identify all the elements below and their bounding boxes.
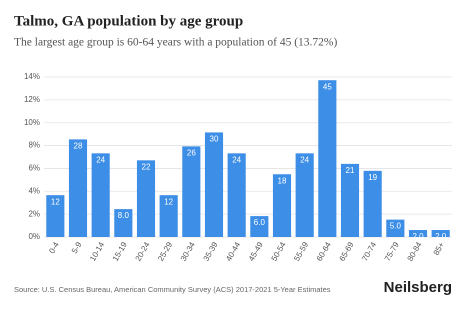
y-tick-label: 10% <box>24 118 40 127</box>
y-tick-label: 2% <box>28 209 40 218</box>
data-label: 30 <box>210 135 219 144</box>
data-label: 26 <box>187 148 196 157</box>
chart-subtitle: The largest age group is 60-64 years wit… <box>14 37 337 49</box>
bar <box>295 153 314 237</box>
source: Source: U.S. Census Bureau, American Com… <box>14 285 331 294</box>
y-tick-label: 14% <box>24 72 40 81</box>
data-label: 24 <box>96 155 105 164</box>
x-tick-label: 40-44 <box>224 240 242 263</box>
x-tick-label: 25-29 <box>156 240 174 263</box>
data-label: 18 <box>278 176 287 185</box>
x-tick-label: 10-14 <box>88 240 106 263</box>
bar <box>159 195 178 237</box>
bar <box>68 139 88 237</box>
bar <box>340 163 360 237</box>
bar <box>91 153 110 237</box>
data-label: 2.0 <box>412 232 424 241</box>
data-label: 8.0 <box>118 211 130 220</box>
x-tick-label: 70-74 <box>360 240 378 263</box>
data-label: 12 <box>51 197 60 206</box>
x-tick-label: 0-4 <box>47 240 61 255</box>
data-label: 45 <box>323 82 332 91</box>
bar <box>250 216 269 237</box>
data-label: 5.0 <box>390 222 402 231</box>
x-tick-label: 5-9 <box>70 240 84 255</box>
y-tick-label: 0% <box>28 232 40 241</box>
x-tick-label: 50-54 <box>270 240 288 263</box>
x-tick-label: 55-59 <box>292 240 310 263</box>
x-tick-label: 45-49 <box>247 240 265 263</box>
y-tick-label: 6% <box>28 164 40 173</box>
data-label: 6.0 <box>254 218 266 227</box>
x-tick-label: 15-19 <box>111 240 129 263</box>
brand: Neilsberg <box>384 279 452 296</box>
y-tick-label: 8% <box>28 141 40 150</box>
data-label: 22 <box>142 162 151 171</box>
bar <box>46 195 65 237</box>
bar <box>386 219 405 237</box>
bar <box>182 146 201 237</box>
data-label: 2.0 <box>435 232 447 241</box>
bar <box>408 230 428 237</box>
bar <box>318 80 337 237</box>
bar <box>431 230 450 237</box>
data-label: 12 <box>164 197 173 206</box>
x-tick-label: 80-84 <box>406 240 424 263</box>
x-tick-label: 65-69 <box>338 240 356 263</box>
bar <box>114 209 133 237</box>
y-tick-label: 12% <box>24 95 40 104</box>
x-tick-label: 85+ <box>432 240 447 257</box>
bar <box>363 170 382 237</box>
data-label: 24 <box>300 155 309 164</box>
x-tick-label: 20-24 <box>134 240 152 263</box>
chart-title: Talmo, GA population by age group <box>14 13 243 29</box>
y-tick-label: 4% <box>28 186 40 195</box>
x-tick-label: 60-64 <box>315 240 333 263</box>
data-label: 21 <box>346 166 355 175</box>
data-label: 24 <box>232 155 241 164</box>
x-tick-label: 35-39 <box>202 240 220 263</box>
x-tick-label: 75-79 <box>383 240 401 263</box>
bar <box>136 160 156 237</box>
x-tick-label: 30-34 <box>179 240 197 263</box>
bar <box>272 174 292 237</box>
data-label: 28 <box>74 142 83 151</box>
bar <box>227 153 246 237</box>
data-label: 19 <box>368 173 377 182</box>
bar <box>204 132 224 237</box>
